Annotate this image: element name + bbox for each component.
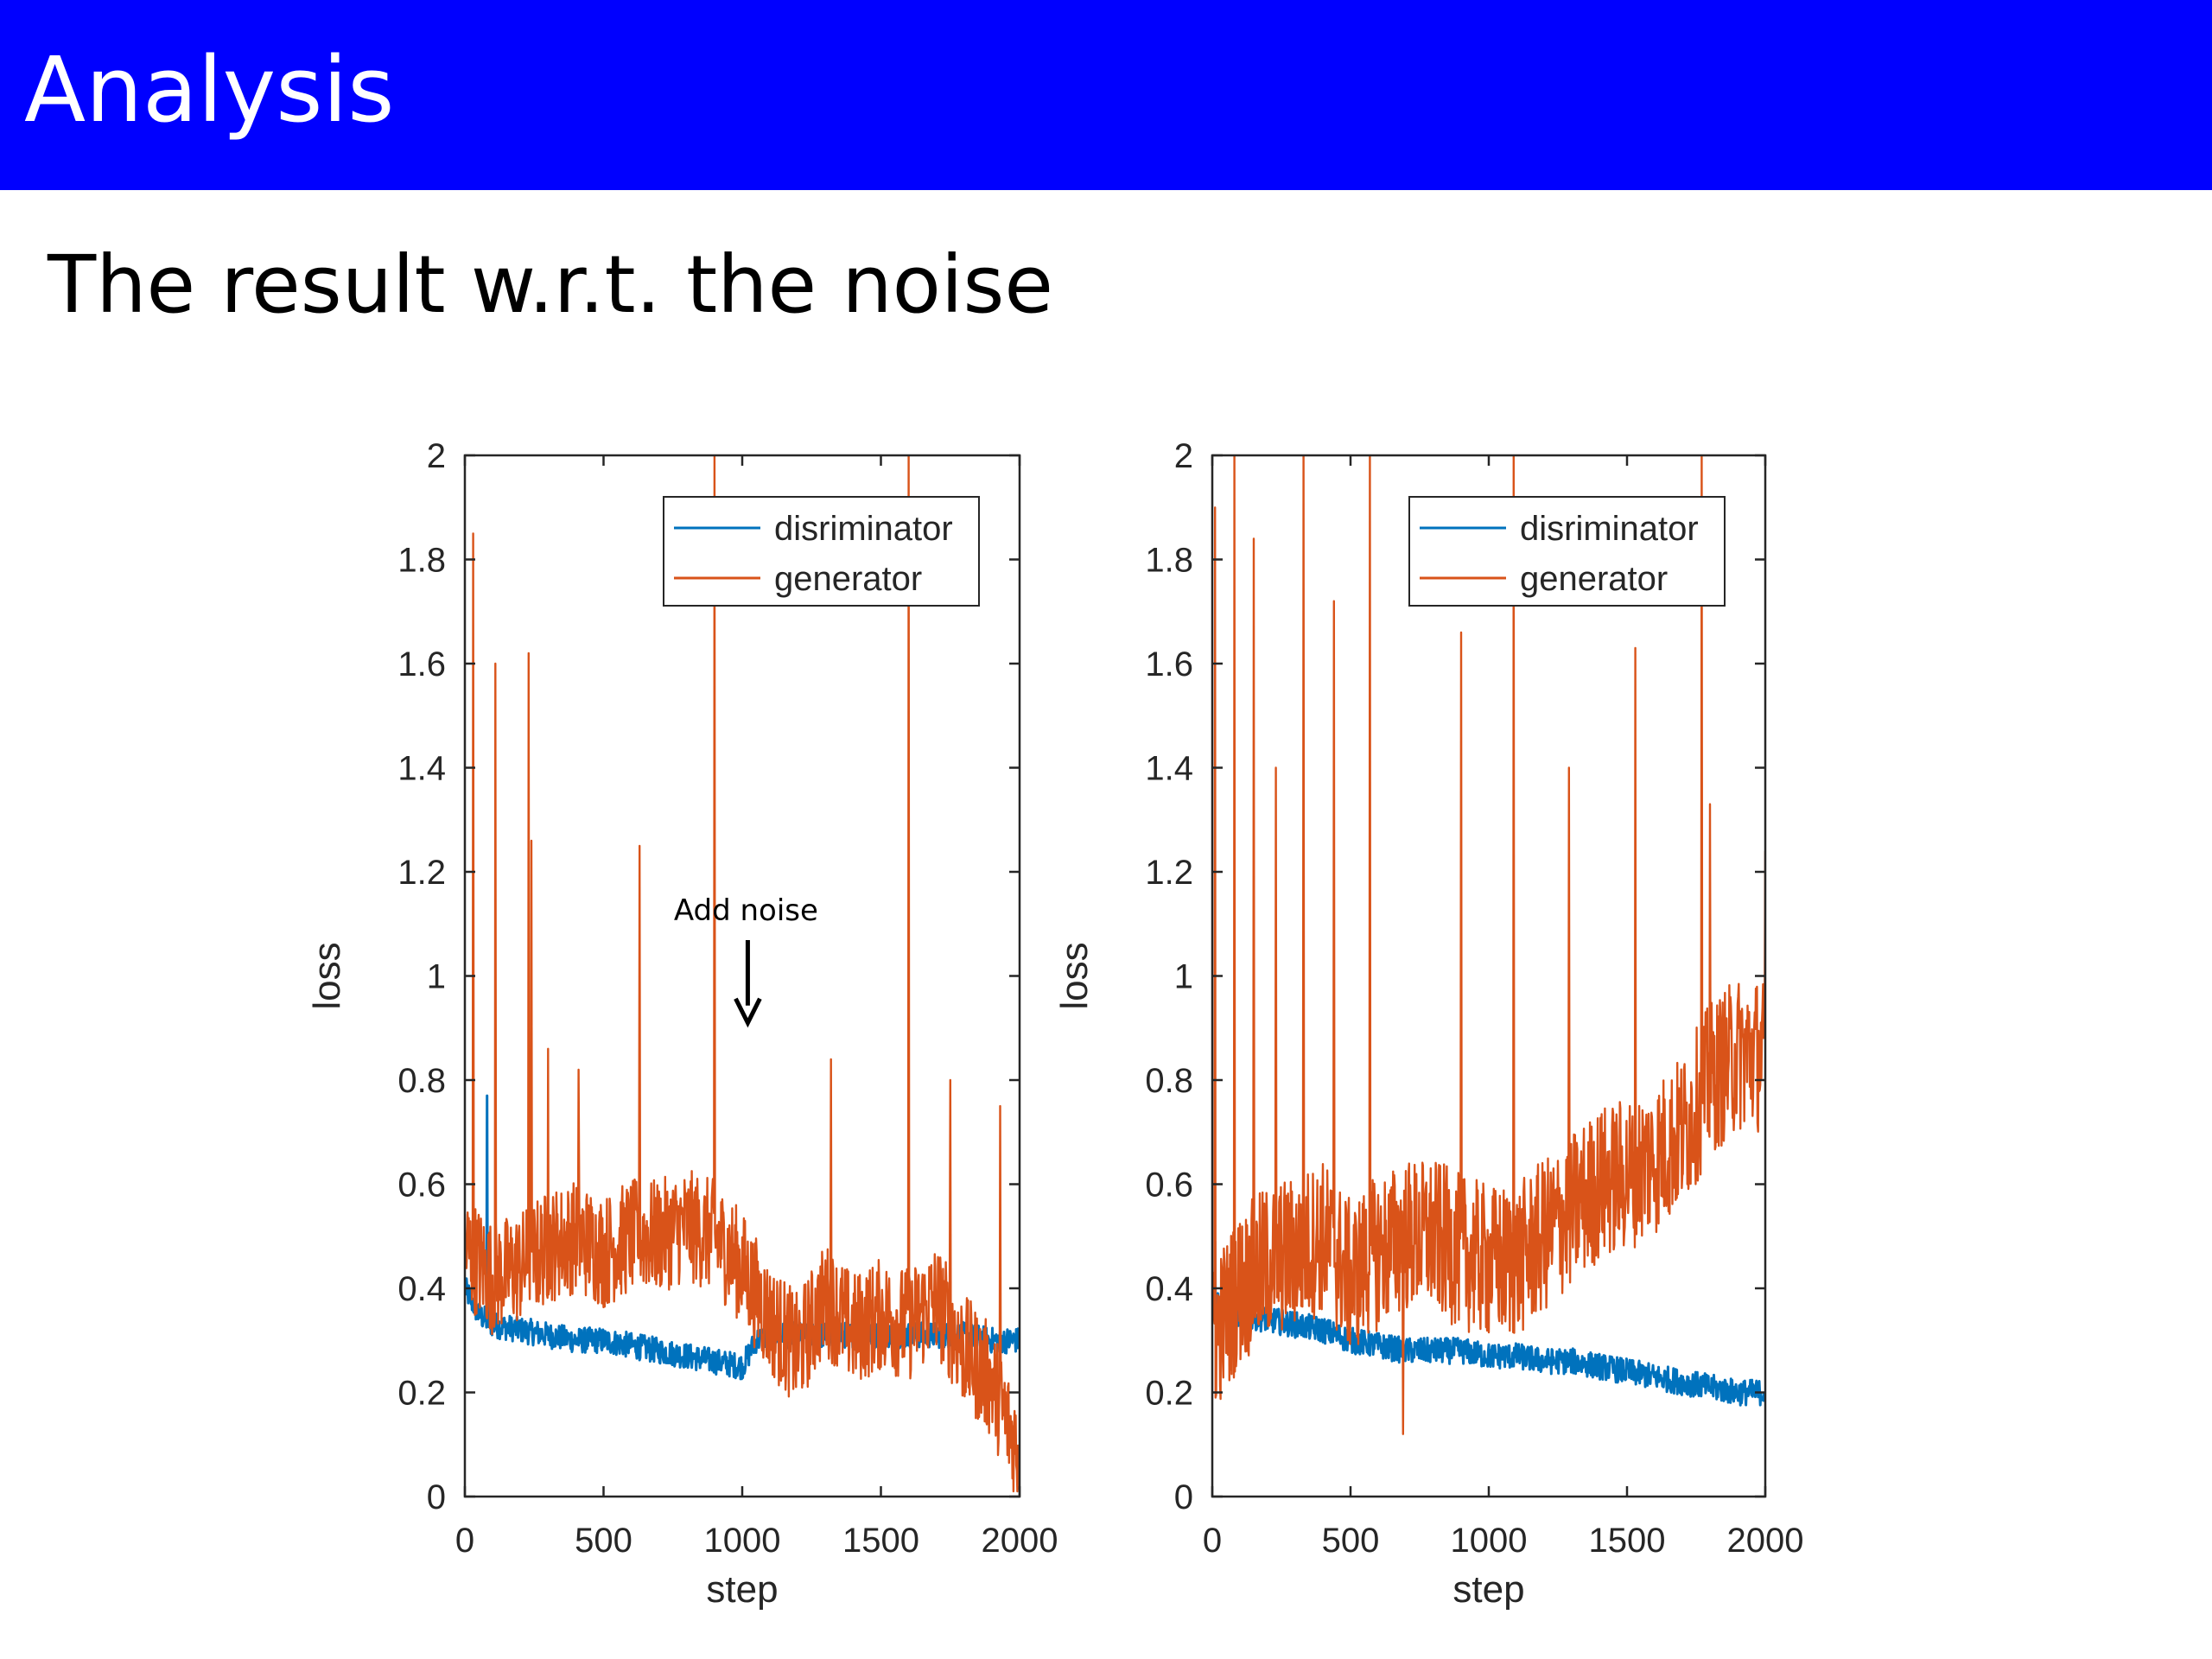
y-tick-label: 1 <box>427 958 446 996</box>
legend-box <box>1408 496 1726 607</box>
legend-label: disriminator <box>1520 510 1699 548</box>
y-tick-label: 0.2 <box>1145 1375 1193 1413</box>
y-tick-label: 0.8 <box>397 1062 446 1100</box>
y-tick-label: 1.2 <box>397 854 446 892</box>
series-line-generator <box>1212 455 1765 1435</box>
x-tick-label: 1500 <box>1589 1522 1666 1560</box>
chart-panel-1: 0 0.2 0.4 0.6 0.8 1 1.2 1.4 1.6 1.8 2 0 500 1000 1500 2… <box>306 437 1058 1611</box>
legend-label: generator <box>774 560 922 598</box>
x-axis-label: step <box>706 1568 778 1611</box>
slide-subtitle: The result w.r.t. the noise <box>48 238 1054 331</box>
y-tick-label: 1.8 <box>397 542 446 580</box>
y-tick-label: 1.4 <box>397 750 446 788</box>
y-tick-label: 0.6 <box>397 1166 446 1205</box>
x-tick-label: 1000 <box>1451 1522 1528 1560</box>
y-tick-label: 0.2 <box>397 1375 446 1413</box>
y-tick-label: 0.6 <box>1145 1166 1193 1205</box>
y-axis-label: loss <box>306 942 348 1009</box>
series-line-generator <box>465 455 1020 1493</box>
y-tick-label: 1.6 <box>1145 645 1193 683</box>
x-tick-label: 1500 <box>842 1522 919 1560</box>
annotation-arrow-head <box>734 997 762 1028</box>
slide-title: Analysis <box>24 37 395 143</box>
x-tick-label: 2000 <box>1727 1522 1804 1560</box>
y-tick-label: 1.2 <box>1145 854 1193 892</box>
y-tick-label: 1.6 <box>397 645 446 683</box>
x-tick-label: 0 <box>455 1522 474 1560</box>
series-line-disriminator <box>1212 1240 1765 1407</box>
annotation-text: Add noise <box>674 893 818 928</box>
y-tick-label: 0.8 <box>1145 1062 1193 1100</box>
y-tick-label: 2 <box>1174 437 1193 475</box>
y-tick-label: 0 <box>1174 1478 1193 1516</box>
x-tick-label: 2000 <box>982 1522 1058 1560</box>
legend-box <box>663 496 980 607</box>
y-tick-label: 0.4 <box>1145 1270 1193 1308</box>
axes-box <box>1211 454 1767 1498</box>
x-tick-label: 1000 <box>704 1522 781 1560</box>
y-tick-label: 2 <box>427 437 446 475</box>
x-tick-label: 500 <box>575 1522 632 1560</box>
y-tick-label: 1.8 <box>1145 542 1193 580</box>
legend-label: disriminator <box>774 510 953 548</box>
y-tick-label: 0 <box>427 1478 446 1516</box>
y-tick-label: 0.4 <box>397 1270 446 1308</box>
chart-panel-2: 0 0.2 0.4 0.6 0.8 1 1.2 1.4 1.6 1.8 2 0 500 1000 1500 2… <box>1053 437 1803 1611</box>
y-axis-label: loss <box>1053 942 1096 1009</box>
title-bar: Analysis <box>0 0 2212 190</box>
x-tick-label: 500 <box>1322 1522 1380 1560</box>
x-tick-label: 0 <box>1203 1522 1222 1560</box>
y-tick-label: 1.4 <box>1145 750 1193 788</box>
legend-label: generator <box>1520 560 1668 598</box>
x-axis-label: step <box>1452 1568 1524 1611</box>
y-tick-label: 1 <box>1174 958 1193 996</box>
